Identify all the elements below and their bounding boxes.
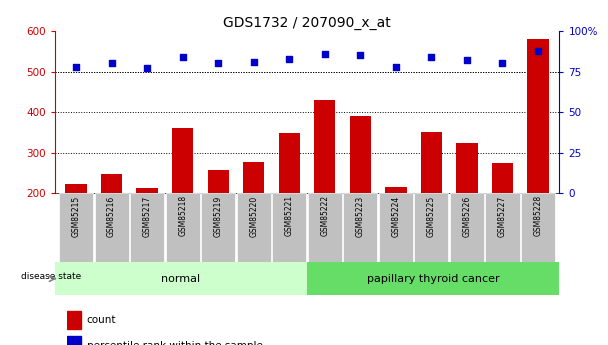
Text: GSM85228: GSM85228 [534, 195, 542, 236]
Bar [136, 188, 158, 274]
Bar [421, 132, 442, 274]
Bar [165, 193, 199, 262]
Text: percentile rank within the sample: percentile rank within the sample [86, 341, 263, 345]
Bar [237, 193, 271, 262]
Point [497, 61, 507, 66]
Text: count: count [86, 315, 116, 325]
Bar [67, 310, 80, 328]
Point [462, 58, 472, 63]
Bar [344, 193, 378, 262]
Point [71, 64, 81, 69]
Bar [527, 39, 548, 274]
Bar [278, 133, 300, 274]
Bar [130, 193, 164, 262]
Text: GSM85221: GSM85221 [285, 195, 294, 236]
Point [249, 59, 258, 65]
Point [285, 56, 294, 61]
Point [320, 51, 330, 57]
Text: GSM85222: GSM85222 [320, 195, 330, 236]
Text: GSM85220: GSM85220 [249, 195, 258, 237]
Bar [456, 142, 478, 274]
Point [213, 61, 223, 66]
Bar [379, 193, 413, 262]
Text: GSM85227: GSM85227 [498, 195, 507, 237]
Point [533, 48, 543, 53]
Bar [485, 193, 520, 262]
Text: papillary thyroid cancer: papillary thyroid cancer [367, 274, 500, 284]
Point [356, 52, 365, 58]
Bar [66, 184, 87, 274]
Bar [521, 193, 555, 262]
Text: GSM85224: GSM85224 [392, 195, 401, 237]
Point [178, 54, 187, 60]
Bar [94, 193, 129, 262]
Bar [243, 162, 264, 274]
Bar [314, 100, 336, 274]
Bar [350, 116, 371, 274]
Text: GSM85226: GSM85226 [463, 195, 471, 237]
Bar [307, 262, 559, 295]
Bar [207, 170, 229, 274]
Text: disease state: disease state [21, 273, 81, 282]
Bar [385, 187, 407, 274]
Bar [450, 193, 484, 262]
Bar [172, 128, 193, 274]
Text: normal: normal [161, 274, 201, 284]
Text: GSM85219: GSM85219 [213, 195, 223, 237]
Text: GSM85218: GSM85218 [178, 195, 187, 236]
Text: GSM85217: GSM85217 [143, 195, 151, 237]
Text: GSM85216: GSM85216 [107, 195, 116, 237]
Bar [67, 336, 80, 345]
Bar [272, 193, 306, 262]
Bar [55, 262, 307, 295]
Point [107, 61, 117, 66]
Text: GSM85215: GSM85215 [72, 195, 80, 237]
Text: GSM85225: GSM85225 [427, 195, 436, 237]
Point [427, 54, 437, 60]
Point [142, 66, 152, 71]
Bar [59, 193, 93, 262]
Bar [201, 193, 235, 262]
Bar [101, 174, 122, 274]
Bar [492, 163, 513, 274]
Point [391, 64, 401, 69]
Bar [308, 193, 342, 262]
Text: GSM85223: GSM85223 [356, 195, 365, 237]
Bar [415, 193, 449, 262]
Title: GDS1732 / 207090_x_at: GDS1732 / 207090_x_at [223, 16, 391, 30]
